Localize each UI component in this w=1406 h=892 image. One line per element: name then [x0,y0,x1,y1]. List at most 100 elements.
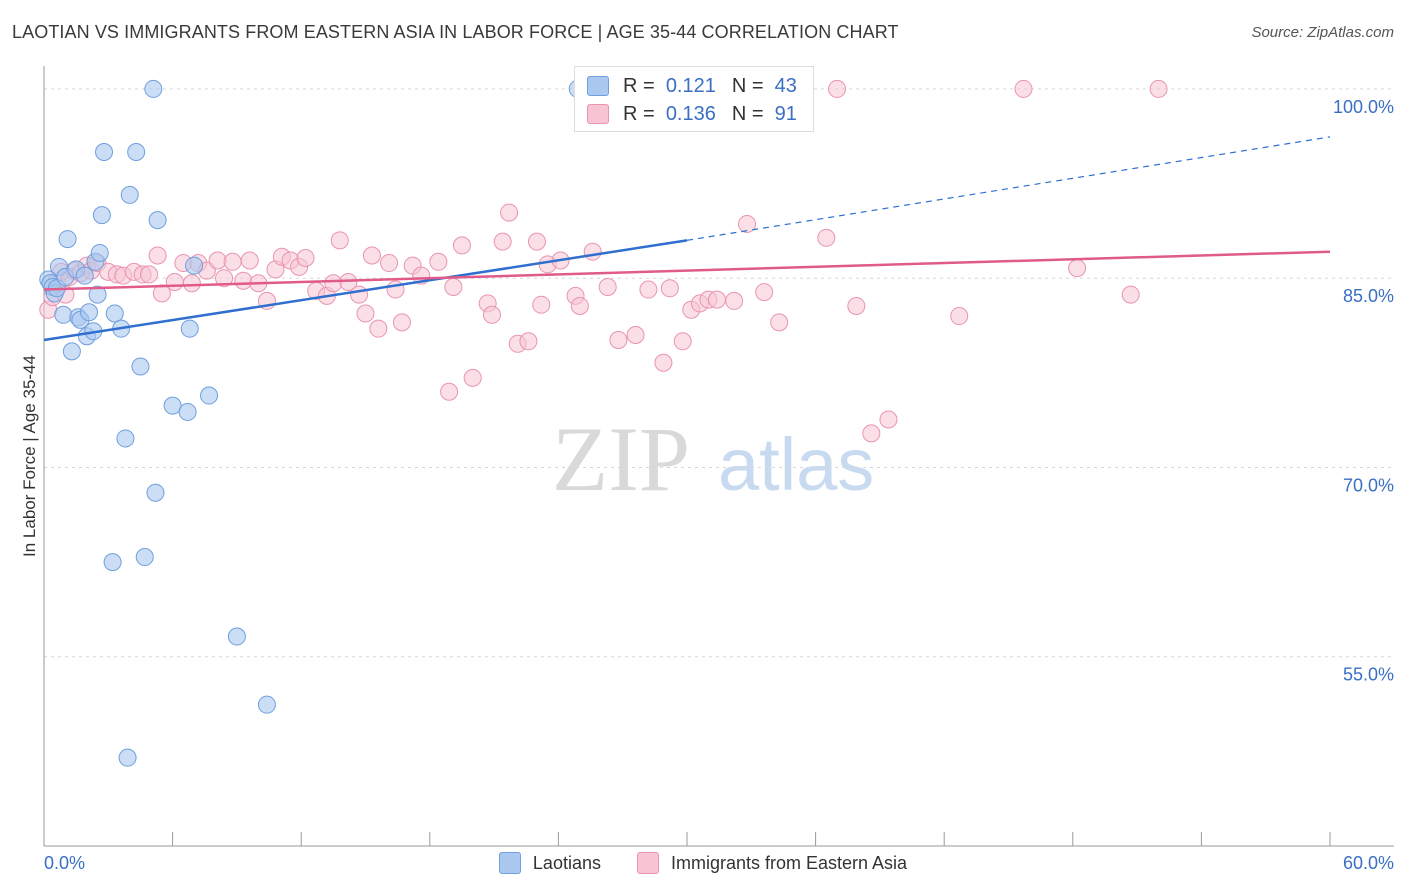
eastasia-point [356,304,375,323]
eastasia-point [817,228,836,247]
laotian-point [95,143,114,162]
eastasia-point [240,251,259,270]
laotian-swatch [498,852,521,874]
eastasia-point [725,291,744,310]
laotian-trend-line [43,239,688,342]
n-value: 43 [774,74,797,97]
laotian-point [54,305,73,324]
eastasia-point [324,274,343,293]
laotian-point [144,79,163,98]
eastasia-point [429,252,448,271]
y-tick-label: 85.0% [1343,286,1394,306]
axes [43,66,1394,847]
eastasia-point [208,251,227,270]
eastasia-point [182,274,201,293]
eastasia-point [330,231,349,250]
eastasia-point [234,271,253,290]
eastasia-point [215,269,234,288]
eastasia-point [380,254,399,273]
laotian-point [200,386,219,405]
eastasia-point [532,295,551,314]
r-label: R = [623,74,655,97]
eastasia-point [847,296,866,315]
eastasia-point [654,353,673,372]
laotian-point [131,357,150,376]
n-value: 91 [774,102,797,125]
eastasia-point [500,203,519,222]
laotian-swatch [587,76,609,96]
eastasia-point [296,249,315,268]
eastasia-point [444,278,463,297]
source-label: Source: ZipAtlas.com [1251,24,1394,41]
y-tick-labels: 55.0% 70.0% 85.0% 100.0% [1333,97,1394,685]
r-value: 0.121 [665,74,716,97]
eastasia-point [879,410,898,429]
eastasia-point [223,252,242,271]
laotian-trend-extension [686,136,1331,241]
legend-item-laotians[interactable]: Laotians [498,852,601,874]
eastasia-point [452,236,471,255]
laotian-points [39,79,596,767]
stats-legend: R = 0.121 N = 43 R = 0.136 N = 91 [574,66,814,132]
eastasia-point [1121,285,1140,304]
y-tick-label: 100.0% [1333,97,1394,117]
stats-row-laotian: R = 0.121 N = 43 [587,73,797,99]
eastasia-point [708,290,727,309]
laotian-point [148,211,167,230]
n-label: N = [731,74,764,97]
eastasia-point [738,214,757,233]
eastasia-point [583,242,602,261]
gridlines [44,88,1394,658]
eastasia-point [165,272,184,291]
eastasia-point [639,280,658,299]
laotian-point [103,553,122,572]
eastasia-point [440,382,459,401]
series-legend: Laotians Immigrants from Eastern Asia [0,852,1406,874]
x-tick-label: 60.0% [1343,853,1394,873]
laotian-point [90,243,109,262]
eastasia-point [626,325,645,344]
eastasia-point [950,307,969,326]
eastasia-point [570,296,589,315]
eastasia-point [140,265,159,284]
eastasia-point [828,79,847,98]
trend-lines [43,136,1331,342]
eastasia-point [598,278,617,297]
laotian-point [80,303,99,322]
watermark-zip: ZIP [552,408,690,510]
laotian-point [227,627,246,646]
laotian-point [120,185,139,204]
y-tick-label: 55.0% [1343,665,1394,685]
eastasia-swatch [587,104,609,124]
eastasia-point [493,232,512,251]
eastasia-point [1149,79,1168,98]
legend-label: Immigrants from Eastern Asia [670,852,908,873]
eastasia-point [1014,79,1033,98]
stats-row-eastasia: R = 0.136 N = 91 [587,101,797,127]
laotian-point [178,402,197,421]
laotian-point [58,230,77,249]
laotian-point [116,429,135,448]
eastasia-point [755,283,774,302]
legend-item-eastasia[interactable]: Immigrants from Eastern Asia [636,852,908,874]
laotian-point [62,342,81,361]
eastasia-point [673,332,692,351]
eastasia-point [1068,259,1087,278]
n-label: N = [731,102,764,125]
laotian-point [75,266,94,285]
laotian-point [180,319,199,338]
legend-label: Laotians [532,852,601,873]
chart-title: LAOTIAN VS IMMIGRANTS FROM EASTERN ASIA … [12,22,899,42]
eastasia-point [148,246,167,265]
laotian-point [92,206,111,225]
r-label: R = [623,102,655,125]
eastasia-point [392,313,411,332]
laotian-point [163,396,182,415]
eastasia-point [770,313,789,332]
eastasia-point [660,279,679,298]
eastasia-point [369,319,388,338]
laotian-point [146,483,165,502]
laotian-point [257,695,276,714]
eastasia-point [862,424,881,443]
x-tick-labels: 0.0% 60.0% [44,853,1394,873]
